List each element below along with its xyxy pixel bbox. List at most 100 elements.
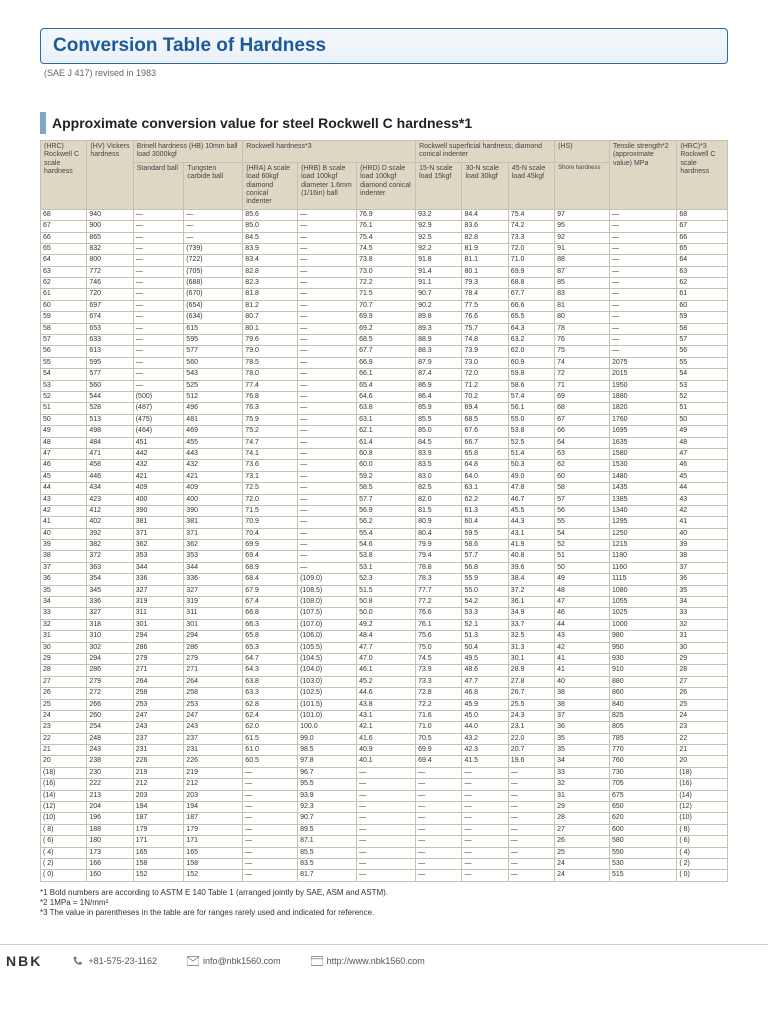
footer-email: info@nbk1560.com: [187, 956, 281, 966]
table-cell: 230: [87, 767, 133, 778]
table-cell: 40.8: [508, 551, 554, 562]
table-cell: 42: [677, 505, 728, 516]
table-cell: 97.8: [298, 756, 357, 767]
table-cell: 29: [555, 802, 610, 813]
table-cell: 336: [133, 574, 184, 585]
table-cell: 67.7: [508, 289, 554, 300]
table-cell: —: [298, 540, 357, 551]
table-cell: 362: [184, 540, 243, 551]
table-cell: 74.1: [243, 448, 298, 459]
table-cell: 412: [87, 505, 133, 516]
table-cell: 171: [184, 836, 243, 847]
table-row: 4241239039071.5—56.981.561.345.556134042: [41, 505, 728, 516]
table-cell: 2015: [609, 369, 676, 380]
table-cell: 47: [677, 448, 728, 459]
table-cell: 560: [184, 357, 243, 368]
table-cell: 421: [184, 471, 243, 482]
table-cell: 805: [609, 722, 676, 733]
table-cell: (14): [677, 790, 728, 801]
table-cell: 92: [555, 232, 610, 243]
table-cell: 51.4: [508, 448, 554, 459]
table-cell: 49: [555, 574, 610, 585]
table-row: ( 0)160152152—81.7————24515( 0): [41, 870, 728, 881]
table-cell: 81.2: [243, 300, 298, 311]
table-cell: 204: [87, 802, 133, 813]
col-hrc2: (HRC)*3 Rockwell C scale hardness: [677, 141, 728, 210]
table-cell: 73.0: [462, 357, 508, 368]
table-cell: 1000: [609, 619, 676, 630]
table-cell: 237: [184, 733, 243, 744]
table-cell: —: [462, 859, 508, 870]
table-cell: 471: [87, 448, 133, 459]
table-row: 59674—(634)80.7—69.989.876.665.580—59: [41, 312, 728, 323]
table-cell: 68.4: [243, 574, 298, 585]
table-cell: (688): [184, 278, 243, 289]
table-cell: —: [609, 221, 676, 232]
table-cell: 96.7: [298, 767, 357, 778]
table-cell: —: [609, 346, 676, 357]
table-cell: —: [243, 859, 298, 870]
table-row: 2224823723761.599.041.670.543.222.035785…: [41, 733, 728, 744]
table-cell: —: [298, 335, 357, 346]
table-cell: —: [416, 836, 462, 847]
table-cell: 484: [87, 437, 133, 448]
table-cell: —: [462, 870, 508, 881]
table-cell: 82.8: [462, 232, 508, 243]
table-cell: 319: [184, 597, 243, 608]
table-cell: —: [298, 391, 357, 402]
table-cell: —: [462, 767, 508, 778]
table-cell: 421: [133, 471, 184, 482]
table-cell: 22: [677, 733, 728, 744]
table-cell: —: [243, 813, 298, 824]
table-cell: —: [508, 836, 554, 847]
table-cell: 58.5: [357, 483, 416, 494]
table-cell: 62.0: [243, 722, 298, 733]
table-cell: —: [609, 243, 676, 254]
table-cell: —: [298, 255, 357, 266]
table-cell: 238: [87, 756, 133, 767]
table-cell: 36.1: [508, 597, 554, 608]
col-hra: (HRA) A scale load 60kgf diamond conical…: [243, 162, 298, 209]
table-cell: 78.8: [416, 562, 462, 573]
table-cell: 720: [87, 289, 133, 300]
table-cell: 73.1: [243, 471, 298, 482]
table-cell: 72.0: [462, 369, 508, 380]
table-cell: —: [298, 448, 357, 459]
table-cell: 46.1: [357, 665, 416, 676]
table-cell: —: [416, 813, 462, 824]
subtitle: (SAE J 417) revised in 1983: [40, 68, 728, 78]
grp-brinell: Brinell hardness (HB) 10mm ball load 300…: [133, 141, 243, 163]
table-cell: 865: [87, 232, 133, 243]
table-cell: 89.3: [416, 323, 462, 334]
table-cell: 40.9: [357, 745, 416, 756]
table-cell: 43.1: [508, 528, 554, 539]
mail-icon: [187, 956, 199, 966]
table-cell: 74.5: [357, 243, 416, 254]
table-cell: 41: [555, 665, 610, 676]
table-cell: 27: [555, 824, 610, 835]
table-cell: 24: [555, 870, 610, 881]
table-cell: —: [298, 483, 357, 494]
table-row: 67900——85.0—76.192.983.674.295—67: [41, 221, 728, 232]
table-cell: 51.5: [357, 585, 416, 596]
table-cell: 48.4: [357, 631, 416, 642]
table-cell: 512: [184, 391, 243, 402]
table-cell: 260: [87, 710, 133, 721]
table-cell: 80.1: [243, 323, 298, 334]
table-cell: —: [243, 870, 298, 881]
table-cell: 85.0: [416, 426, 462, 437]
table-cell: 60: [677, 300, 728, 311]
table-cell: 48.6: [462, 665, 508, 676]
table-cell: 26: [555, 836, 610, 847]
note-3: *3 The value in parentheses in the table…: [40, 908, 728, 917]
table-cell: 423: [87, 494, 133, 505]
table-cell: 75.4: [357, 232, 416, 243]
table-cell: 43.2: [462, 733, 508, 744]
table-row: (18)230219219—96.7————33730(18): [41, 767, 728, 778]
table-cell: —: [508, 847, 554, 858]
table-cell: 25.5: [508, 699, 554, 710]
table-cell: 67.6: [462, 426, 508, 437]
table-cell: 52: [41, 391, 87, 402]
table-cell: (105.5): [298, 642, 357, 653]
table-cell: 264: [184, 676, 243, 687]
